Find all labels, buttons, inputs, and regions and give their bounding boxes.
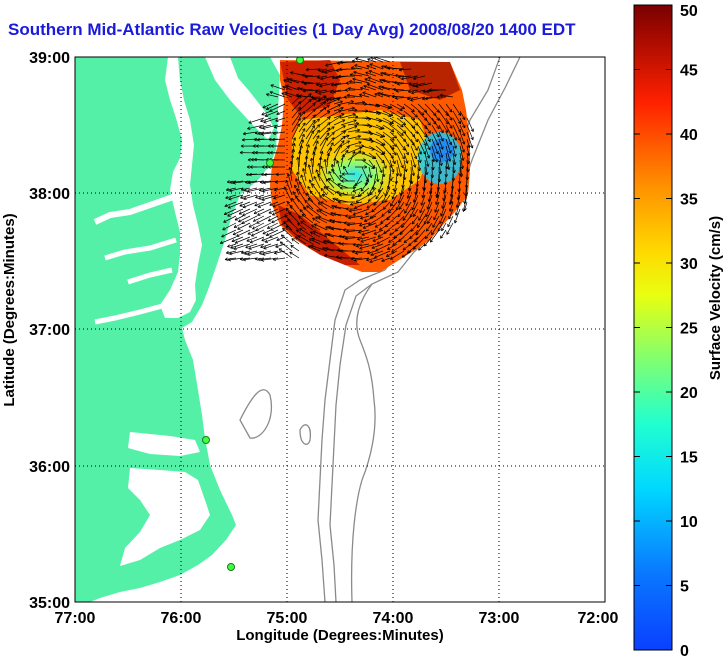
x-axis-label: Longitude (Degrees:Minutes): [236, 627, 444, 644]
map-title: Southern Mid-Atlantic Raw Velocities (1 …: [8, 20, 576, 39]
colorbar-label: Surface Velocity (cm/s): [707, 216, 724, 380]
y-tick-label: 38:00: [29, 186, 70, 203]
chesapeake-bay: [160, 57, 202, 318]
colorbar-tick-label: 30: [680, 256, 698, 273]
x-tick-labels: 77:00 76:00 75:00 74:00 73:00 72:00: [55, 610, 619, 627]
radar-sites: [202, 57, 304, 571]
colorbar-tick-label: 20: [680, 385, 698, 402]
colorbar-tick-label: 10: [680, 514, 698, 531]
x-tick-label: 74:00: [373, 610, 414, 627]
radar-site-marker: [296, 57, 304, 64]
x-tick-label: 73:00: [479, 610, 520, 627]
colorbar-tick-label: 40: [680, 127, 698, 144]
pamlico-sound: [120, 468, 210, 566]
x-tick-label: 77:00: [55, 610, 96, 627]
grid-lines: [75, 57, 605, 602]
radar-site-marker: [266, 159, 274, 167]
x-tick-label: 72:00: [578, 610, 619, 627]
x-tick-label: 76:00: [161, 610, 202, 627]
colorbar-tick-label: 15: [680, 450, 698, 467]
y-tick-labels: 39:00 38:00 37:00 36:00 35:00: [29, 50, 70, 612]
potomac-river: [93, 193, 177, 225]
colorbar-tick-label: 35: [680, 192, 698, 209]
y-tick-label: 37:00: [29, 322, 70, 339]
plot-frame: [74, 56, 606, 603]
colorbar-tick-label: 25: [680, 321, 698, 338]
x-tick-label: 75:00: [267, 610, 308, 627]
colorbar-tick-label: 45: [680, 63, 698, 80]
y-tick-label: 36:00: [29, 459, 70, 476]
colorbar: 0 5 10 15 20 25 30 35 40 45 50 Surface Velocity (c…: [633, 3, 724, 659]
land-mass: [75, 57, 280, 602]
colorbar-tick-label: 5: [680, 579, 689, 596]
y-tick-label: 35:00: [29, 595, 70, 612]
y-tick-label: 39:00: [29, 50, 70, 67]
delaware-bay: [205, 57, 274, 140]
radar-site-marker: [227, 563, 235, 571]
colorbar-tick-label: 0: [680, 643, 689, 659]
y-axis-label: Latitude (Degrees:Minutes): [1, 213, 18, 406]
colorbar-tick-label: 50: [680, 3, 698, 20]
radar-site-marker: [202, 436, 210, 444]
